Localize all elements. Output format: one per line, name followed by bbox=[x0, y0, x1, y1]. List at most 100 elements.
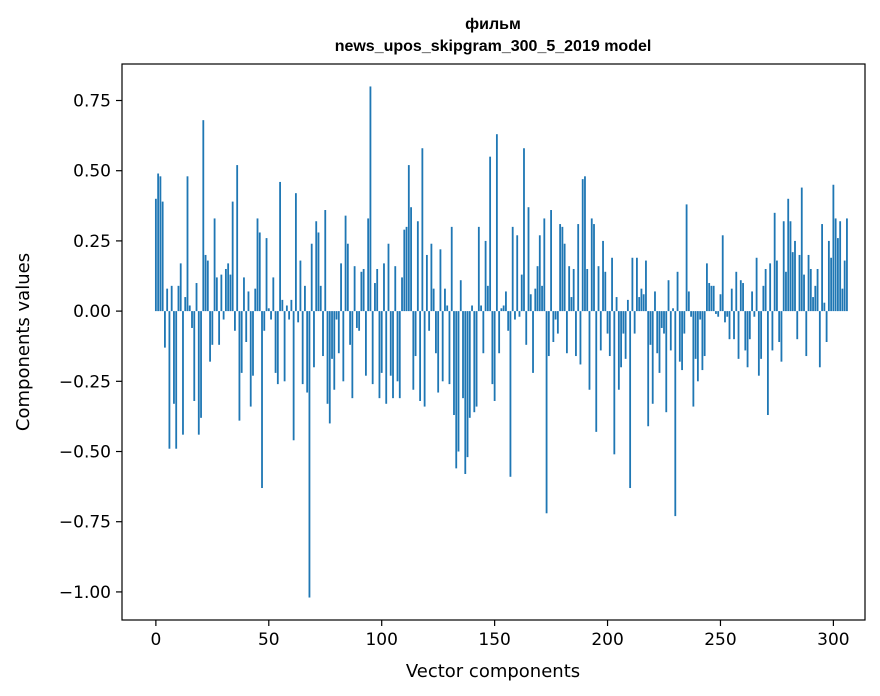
bar bbox=[825, 311, 828, 342]
bar bbox=[687, 291, 690, 312]
bar bbox=[283, 311, 286, 382]
bar bbox=[604, 271, 607, 312]
bar bbox=[211, 311, 214, 345]
bar bbox=[834, 218, 837, 312]
bar bbox=[315, 221, 318, 312]
bar bbox=[184, 297, 187, 312]
bar bbox=[538, 235, 541, 312]
bar bbox=[346, 243, 349, 312]
bar bbox=[846, 218, 848, 312]
bar bbox=[267, 308, 270, 312]
x-tick-label: 250 bbox=[704, 630, 736, 650]
bar bbox=[383, 263, 385, 312]
bar bbox=[525, 311, 528, 345]
bar bbox=[821, 224, 823, 312]
bar bbox=[157, 173, 160, 312]
bar bbox=[288, 311, 291, 320]
bar bbox=[322, 311, 324, 357]
bar bbox=[209, 311, 211, 362]
bar bbox=[202, 120, 205, 312]
bar bbox=[660, 311, 663, 328]
bar bbox=[719, 294, 722, 312]
y-tick-label: 0.50 bbox=[73, 162, 111, 182]
bar bbox=[710, 285, 713, 312]
bar bbox=[791, 252, 794, 312]
y-axis-label: Components values bbox=[13, 253, 34, 431]
bar bbox=[739, 280, 742, 312]
bar bbox=[636, 257, 638, 312]
bar bbox=[651, 311, 654, 404]
bar bbox=[493, 311, 496, 401]
bar bbox=[769, 263, 772, 312]
bar bbox=[299, 260, 302, 312]
bar bbox=[403, 229, 406, 312]
bar bbox=[762, 285, 765, 312]
bar bbox=[188, 305, 191, 312]
bar bbox=[304, 285, 306, 312]
bar bbox=[195, 283, 198, 312]
bar bbox=[276, 311, 279, 385]
bar bbox=[486, 285, 489, 312]
bar bbox=[265, 238, 268, 312]
bar bbox=[805, 311, 808, 357]
bar bbox=[177, 285, 180, 312]
bar bbox=[796, 311, 799, 340]
y-tick-label: 0.00 bbox=[73, 302, 111, 322]
bar bbox=[780, 311, 783, 362]
bar bbox=[640, 288, 643, 312]
bar bbox=[839, 221, 842, 312]
bar bbox=[331, 311, 333, 359]
bar bbox=[638, 297, 641, 312]
bar bbox=[773, 212, 776, 312]
y-axis-ticks: 0.75 0.50 0.25 0.00 −0.25 −0.50 −0.75 −1.00 bbox=[59, 92, 122, 603]
bar bbox=[484, 240, 487, 312]
bar bbox=[317, 232, 320, 312]
bar bbox=[581, 179, 584, 312]
bar bbox=[173, 311, 175, 404]
bar bbox=[782, 221, 785, 312]
bar bbox=[748, 311, 751, 340]
bar bbox=[213, 218, 216, 312]
bar bbox=[206, 260, 209, 312]
bar bbox=[843, 260, 846, 312]
bar bbox=[800, 187, 803, 312]
bar bbox=[263, 311, 266, 331]
bar bbox=[696, 311, 699, 382]
bar bbox=[715, 311, 717, 314]
bar bbox=[394, 266, 397, 312]
bar bbox=[491, 311, 494, 385]
bar bbox=[586, 268, 589, 312]
bar bbox=[450, 226, 453, 312]
bar bbox=[419, 311, 422, 401]
bar bbox=[690, 311, 693, 317]
bar bbox=[444, 288, 446, 312]
bar bbox=[247, 291, 250, 312]
bar bbox=[685, 204, 688, 312]
bar bbox=[787, 198, 790, 312]
bar bbox=[658, 311, 661, 373]
bar bbox=[285, 305, 288, 312]
bar bbox=[633, 311, 636, 334]
bar bbox=[324, 210, 327, 312]
bar bbox=[561, 226, 564, 312]
bar bbox=[812, 297, 814, 312]
y-tick-label: −0.75 bbox=[59, 513, 111, 533]
bar bbox=[837, 238, 839, 312]
bar bbox=[543, 218, 546, 312]
bar bbox=[529, 294, 532, 312]
bar bbox=[818, 311, 821, 368]
x-axis-ticks: 0 50 100 150 200 250 300 bbox=[150, 620, 850, 650]
bar bbox=[482, 311, 485, 354]
bar bbox=[595, 311, 598, 432]
bar bbox=[724, 311, 726, 323]
bar bbox=[274, 311, 277, 373]
bar bbox=[234, 311, 236, 331]
bar bbox=[721, 235, 724, 312]
bar bbox=[728, 311, 731, 340]
bar bbox=[159, 176, 162, 312]
bar bbox=[261, 311, 263, 489]
y-tick-label: 0.75 bbox=[73, 92, 111, 112]
x-tick-label: 200 bbox=[591, 630, 623, 650]
bar bbox=[778, 311, 781, 342]
bar bbox=[435, 311, 437, 354]
